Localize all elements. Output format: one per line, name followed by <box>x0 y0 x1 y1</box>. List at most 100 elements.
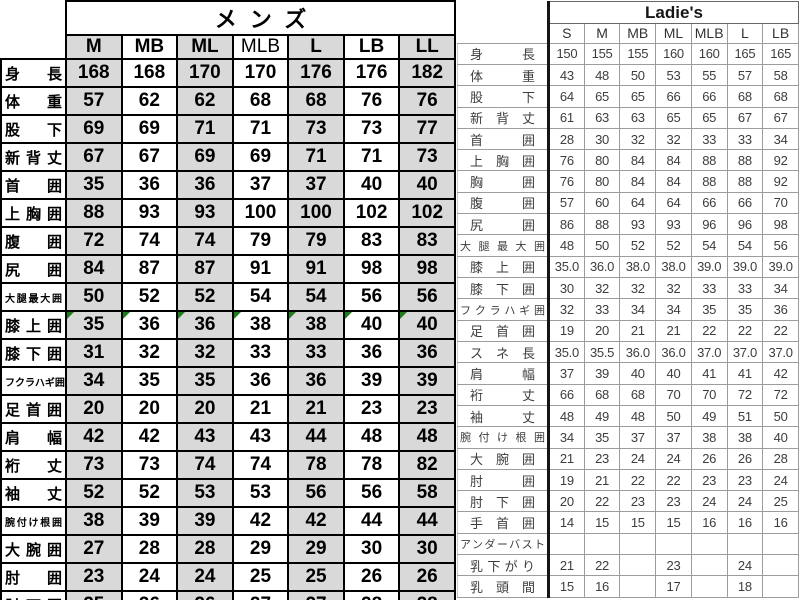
value-cell: 73 <box>120 450 179 480</box>
value-cell: 29 <box>287 534 345 564</box>
value-cell: 88 <box>690 149 728 172</box>
table-row: 新背丈 67 67 69 69 71 71 73 <box>0 142 456 172</box>
value-cell: 48 <box>342 422 401 452</box>
table-row: 膝上囲 35 36 36 38 38 40 40 <box>0 310 456 340</box>
value-cell: 160 <box>690 42 728 65</box>
value-cell: 28 <box>762 447 799 470</box>
value-cell: 24 <box>726 554 764 577</box>
table-row: 足首囲 19 20 21 21 22 22 22 <box>457 319 799 342</box>
value-cell <box>619 532 657 556</box>
value-cell: 28 <box>548 127 585 151</box>
value-cell: 71 <box>342 142 401 172</box>
value-cell: 35.0 <box>548 340 585 364</box>
value-cell: 71 <box>176 114 234 144</box>
value-cell: 33 <box>690 277 728 300</box>
value-cell: 22 <box>583 490 621 513</box>
value-cell: 35 <box>120 366 179 396</box>
value-cell: 170 <box>231 58 290 88</box>
value-cell: 39.0 <box>690 255 728 279</box>
value-cell: 38 <box>726 426 764 449</box>
value-cell: 88 <box>726 149 764 172</box>
value-cell: 40 <box>398 170 456 200</box>
value-cell: 50 <box>762 404 799 428</box>
value-cell: 25 <box>762 490 799 513</box>
value-cell: 36.0 <box>655 340 692 364</box>
table-row: アンダーバスト <box>457 532 799 556</box>
value-cell: 40 <box>342 310 401 340</box>
value-cell: 50 <box>655 404 692 428</box>
value-cell: 32 <box>619 127 657 151</box>
value-cell: 155 <box>583 42 621 65</box>
measurement-label: スネ長 <box>457 340 550 364</box>
table-row: 首 囲 28 30 32 32 33 33 34 <box>457 127 799 151</box>
value-cell: 88 <box>65 198 123 228</box>
value-cell: 48 <box>548 234 585 257</box>
measurement-label: 大腕囲 <box>457 447 550 470</box>
measurement-label: 腕付け根囲 <box>457 426 550 449</box>
value-cell: 36 <box>120 170 179 200</box>
value-cell: 93 <box>176 198 234 228</box>
value-cell: 66 <box>655 85 692 108</box>
value-cell: 84 <box>65 254 123 284</box>
value-cell: 19 <box>548 319 585 342</box>
value-cell: 33 <box>726 127 764 151</box>
value-cell: 68 <box>287 86 345 116</box>
size-header-mb: MB <box>619 23 657 44</box>
measurement-label: 大腿最大囲 <box>0 282 67 312</box>
value-cell: 72 <box>65 226 123 256</box>
measurement-label: 足首囲 <box>0 394 67 424</box>
value-cell: 93 <box>619 213 657 236</box>
value-cell: 15 <box>583 511 621 534</box>
measurement-label: 身 長 <box>457 42 550 65</box>
size-header-lb: LB <box>762 23 799 44</box>
value-cell: 57 <box>65 86 123 116</box>
value-cell: 66 <box>690 85 728 108</box>
value-cell: 87 <box>176 254 234 284</box>
value-cell: 22 <box>690 319 728 342</box>
value-cell: 55 <box>690 63 728 87</box>
value-cell: 20 <box>583 319 621 342</box>
table-row: 乳頭間 15 16 17 18 <box>457 575 799 598</box>
value-cell: 39 <box>583 362 621 385</box>
value-cell: 34 <box>762 127 799 151</box>
measurement-label: 尻 囲 <box>457 213 550 236</box>
value-cell: 27 <box>287 590 345 600</box>
measurement-label: 首 囲 <box>0 170 67 200</box>
value-cell: 38 <box>287 310 345 340</box>
value-cell: 76 <box>548 170 585 193</box>
measurement-label: 首 囲 <box>457 127 550 151</box>
value-cell: 64 <box>548 85 585 108</box>
value-cell: 25 <box>231 562 290 592</box>
table-row: 新背丈 61 63 63 65 65 67 67 <box>457 106 799 129</box>
table-row: 体 重 43 48 50 53 55 57 58 <box>457 63 799 87</box>
value-cell: 16 <box>690 511 728 534</box>
value-cell: 30 <box>342 534 401 564</box>
value-cell: 40 <box>619 362 657 385</box>
value-cell: 24 <box>690 490 728 513</box>
value-cell: 65 <box>655 106 692 129</box>
value-cell: 74 <box>176 226 234 256</box>
value-cell: 39 <box>342 366 401 396</box>
value-cell: 150 <box>548 42 585 65</box>
value-cell: 16 <box>583 575 621 598</box>
value-cell: 86 <box>548 213 585 236</box>
value-cell: 70 <box>655 383 692 406</box>
value-cell: 68 <box>762 85 799 108</box>
value-cell: 69 <box>120 114 179 144</box>
mens-corner-cell <box>1 1 66 60</box>
value-cell: 76 <box>342 86 401 116</box>
value-cell: 26 <box>726 447 764 470</box>
value-cell: 26 <box>690 447 728 470</box>
value-cell: 50 <box>65 282 123 312</box>
value-cell: 44 <box>398 506 456 536</box>
table-row: フクラハギ囲 34 35 35 36 36 39 39 <box>0 366 456 396</box>
value-cell: 36 <box>762 298 799 321</box>
value-cell: 21 <box>583 468 621 492</box>
value-cell: 52 <box>655 234 692 257</box>
value-cell <box>619 575 657 598</box>
value-cell: 102 <box>342 198 401 228</box>
table-row: フクラハギ囲 32 33 34 34 35 35 36 <box>457 298 799 321</box>
value-cell: 16 <box>726 511 764 534</box>
value-cell: 91 <box>287 254 345 284</box>
